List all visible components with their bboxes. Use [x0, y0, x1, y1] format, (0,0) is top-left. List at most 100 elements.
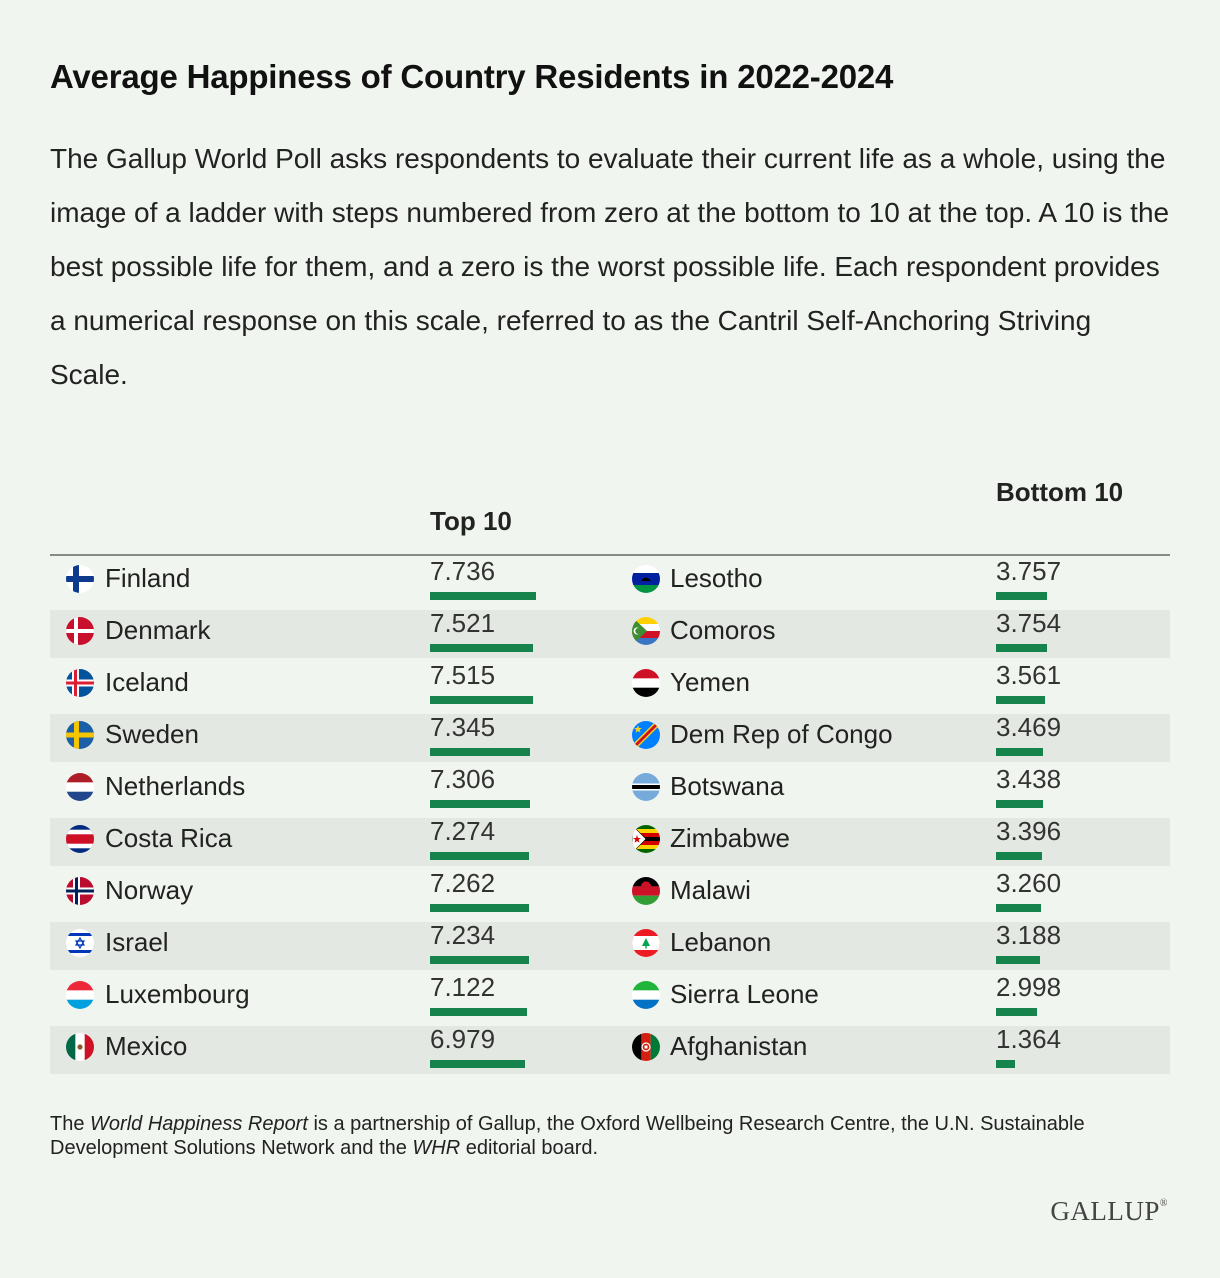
score-label-afghanistan: 1.364: [996, 1024, 1062, 1054]
country-name-luxembourg: Luxembourg: [105, 979, 250, 1009]
score-label-costa-rica: 7.274: [430, 816, 496, 846]
zimbabwe-flag-icon: [632, 825, 660, 853]
country-name-costa-rica: Costa Rica: [105, 823, 233, 853]
score-label-luxembourg: 7.122: [430, 972, 496, 1002]
norway-flag-icon: [66, 877, 94, 905]
gallup-logo-text: GALLUP: [1050, 1196, 1160, 1226]
country-name-lebanon: Lebanon: [670, 927, 772, 957]
score-bar-mexico: [430, 1060, 525, 1068]
table-row: Costa Rica 7.274 Zimbabwe 3.396: [50, 816, 1170, 868]
score-label-zimbabwe: 3.396: [996, 816, 1062, 846]
country-name-sierra-leone: Sierra Leone: [670, 979, 819, 1009]
score-bar-lebanon: [996, 956, 1040, 964]
score-label-denmark: 7.521: [430, 608, 496, 638]
table-row: Sweden 7.345 Dem Rep of Congo 3.469: [50, 712, 1170, 764]
country-name-netherlands: Netherlands: [105, 771, 246, 801]
footnote-text-3: editorial board.: [460, 1137, 599, 1159]
score-bar-norway: [430, 904, 529, 912]
comoros-flag-icon: [632, 617, 660, 645]
score-bar-zimbabwe: [996, 852, 1042, 860]
score-label-lesotho: 3.757: [996, 556, 1062, 586]
iceland-flag-icon: [66, 669, 94, 697]
score-bar-yemen: [996, 696, 1045, 704]
score-label-malawi: 3.260: [996, 868, 1062, 898]
botswana-flag-icon: [632, 773, 660, 801]
score-label-netherlands: 7.306: [430, 764, 496, 794]
score-label-israel: 7.234: [430, 920, 496, 950]
country-name-iceland: Iceland: [105, 667, 189, 697]
country-name-mexico: Mexico: [105, 1031, 188, 1061]
score-label-sweden: 7.345: [430, 712, 496, 742]
country-name-yemen: Yemen: [670, 667, 750, 697]
score-bar-costa-rica: [430, 852, 529, 860]
score-bar-sweden: [430, 748, 530, 756]
mexico-flag-icon: [66, 1033, 94, 1061]
country-name-denmark: Denmark: [105, 615, 211, 645]
score-bar-denmark: [430, 644, 533, 652]
table-row: Denmark 7.521 Comoros 3.754: [50, 608, 1170, 660]
finland-flag-icon: [66, 565, 94, 593]
country-name-sweden: Sweden: [105, 719, 199, 749]
denmark-flag-icon: [66, 617, 94, 645]
footnote: The World Happiness Report is a partners…: [50, 1112, 1180, 1160]
score-label-norway: 7.262: [430, 868, 496, 898]
table-row: Norway 7.262 Malawi 3.260: [50, 868, 1170, 920]
ranking-table: Finland 7.736 Lesotho 3.757 Denmark 7.521 Como…: [50, 556, 1170, 1076]
country-name-lesotho: Lesotho: [670, 563, 763, 593]
netherlands-flag-icon: [66, 773, 94, 801]
score-label-finland: 7.736: [430, 556, 496, 586]
sierra-leone-flag-icon: [632, 981, 660, 1009]
country-name-norway: Norway: [105, 875, 194, 905]
table-row: Mexico 6.979 Afghanistan 1.364: [50, 1024, 1170, 1076]
score-bar-luxembourg: [430, 1008, 527, 1016]
gallup-logo: GALLUP®: [1050, 1196, 1168, 1227]
score-bar-lesotho: [996, 592, 1047, 600]
israel-flag-icon: [66, 929, 94, 957]
malawi-flag-icon: [632, 877, 660, 905]
row-band: [50, 818, 1170, 866]
luxembourg-flag-icon: [66, 981, 94, 1009]
dr-congo-flag-icon: [632, 721, 660, 749]
lebanon-flag-icon: [632, 929, 660, 957]
country-name-zimbabwe: Zimbabwe: [670, 823, 790, 853]
score-label-iceland: 7.515: [430, 660, 496, 690]
score-label-sierra-leone: 2.998: [996, 972, 1062, 1002]
score-bar-finland: [430, 592, 536, 600]
score-bar-netherlands: [430, 800, 530, 808]
chart-title: Average Happiness of Country Residents i…: [50, 58, 894, 95]
row-band: [50, 1026, 1170, 1074]
score-bar-afghanistan: [996, 1060, 1015, 1068]
yemen-flag-icon: [632, 669, 660, 697]
country-name-israel: Israel: [105, 927, 169, 957]
country-name-finland: Finland: [105, 563, 191, 593]
bottom-10-header: Bottom 10: [996, 477, 1124, 507]
country-name-afghanistan: Afghanistan: [670, 1031, 808, 1061]
score-label-botswana: 3.438: [996, 764, 1062, 794]
footnote-text-2: is a partnership of Gallup, the Oxford W…: [50, 1113, 1085, 1159]
afghanistan-flag-icon: [632, 1033, 660, 1061]
score-bar-comoros: [996, 644, 1047, 652]
country-name-botswana: Botswana: [670, 771, 785, 801]
sweden-flag-icon: [66, 721, 94, 749]
score-label-lebanon: 3.188: [996, 920, 1062, 950]
score-label-yemen: 3.561: [996, 660, 1062, 690]
table-row: Israel 7.234 Lebanon 3.188: [50, 920, 1170, 972]
table-row: Luxembourg 7.122 Sierra Leone 2.998: [50, 972, 1170, 1024]
footnote-italic-2: WHR: [412, 1137, 461, 1159]
country-name-malawi: Malawi: [670, 875, 751, 905]
chart-description: The Gallup World Poll asks respondents t…: [50, 143, 1170, 390]
table-row: Netherlands 7.306 Botswana 3.438: [50, 764, 1170, 816]
footnote-italic-1: World Happiness Report: [90, 1113, 308, 1135]
lesotho-flag-icon: [632, 565, 660, 593]
country-name-comoros: Comoros: [670, 615, 776, 645]
header-divider: [50, 554, 1170, 556]
row-band: [50, 610, 1170, 658]
registered-mark: ®: [1159, 1198, 1168, 1209]
score-label-comoros: 3.754: [996, 608, 1062, 638]
score-label-mexico: 6.979: [430, 1024, 496, 1054]
score-bar-malawi: [996, 904, 1041, 912]
score-label-dem-rep-of-congo: 3.469: [996, 712, 1062, 742]
score-bar-sierra-leone: [996, 1008, 1037, 1016]
score-bar-botswana: [996, 800, 1043, 808]
top-10-header: Top 10: [430, 506, 512, 536]
